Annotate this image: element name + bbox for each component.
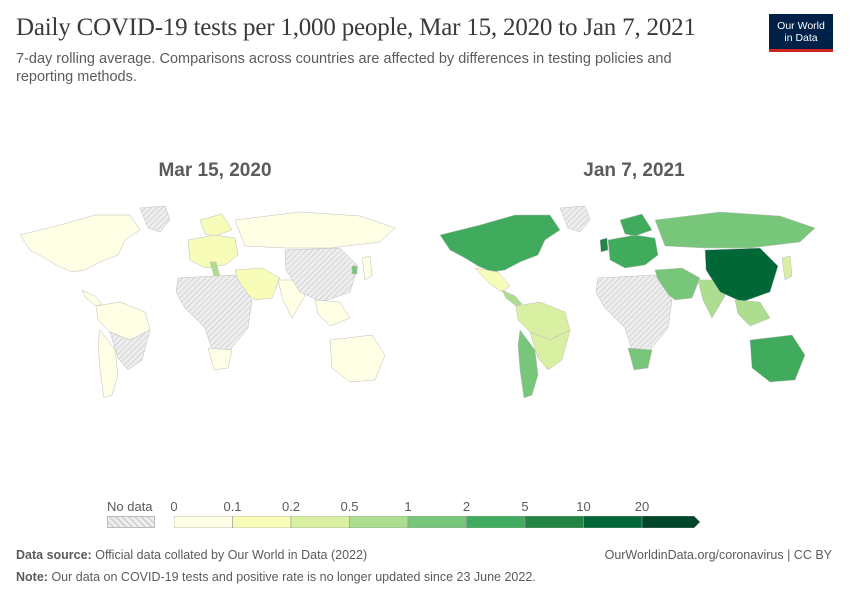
legend-bin-3[interactable] bbox=[349, 516, 409, 528]
region-russia[interactable] bbox=[654, 211, 816, 249]
region-southeast-asia[interactable] bbox=[734, 299, 771, 327]
color-legend: No data 0 0.1 0.2 0.5 1 2 5 10 20 bbox=[0, 495, 850, 535]
region-africa[interactable] bbox=[595, 274, 673, 351]
legend-no-data-label: No data bbox=[107, 499, 153, 514]
chart-subtitle: 7-day rolling average. Comparisons acros… bbox=[16, 51, 672, 85]
region-north-america[interactable] bbox=[439, 214, 561, 273]
legend-bin-0[interactable] bbox=[174, 516, 233, 528]
legend-color-bar bbox=[174, 516, 701, 528]
region-europe[interactable] bbox=[187, 234, 239, 269]
region-china[interactable] bbox=[704, 247, 779, 303]
world-map-mar-15-2020[interactable] bbox=[0, 200, 420, 410]
region-central-america[interactable] bbox=[81, 289, 103, 307]
region-china[interactable] bbox=[284, 247, 359, 303]
region-russia[interactable] bbox=[234, 211, 396, 249]
region-scandinavia[interactable] bbox=[199, 213, 233, 237]
region-north-america[interactable] bbox=[19, 214, 141, 273]
legend-bin-1[interactable] bbox=[232, 516, 292, 528]
region-australia[interactable] bbox=[329, 334, 386, 383]
footer-note: Note: Our data on COVID-19 tests and pos… bbox=[16, 570, 536, 584]
region-japan[interactable] bbox=[781, 255, 793, 281]
footer-url[interactable]: OurWorldinData.org/coronavirus | CC BY bbox=[604, 548, 832, 562]
map-left-date: Mar 15, 2020 bbox=[158, 160, 272, 181]
legend-no-data-swatch[interactable] bbox=[107, 516, 155, 528]
legend-bin-7[interactable] bbox=[583, 516, 643, 528]
map-right-date: Jan 7, 2021 bbox=[583, 160, 685, 181]
legend-bin-4[interactable] bbox=[407, 516, 467, 528]
footer-note-text: Our data on COVID-19 tests and positive … bbox=[51, 570, 536, 584]
legend-bin-8[interactable] bbox=[641, 516, 701, 528]
region-japan[interactable] bbox=[361, 255, 373, 281]
region-southeast-asia[interactable] bbox=[314, 299, 351, 327]
legend-tick-5: 2 bbox=[462, 499, 471, 514]
legend-bin-2[interactable] bbox=[290, 516, 350, 528]
legend-tick-8: 20 bbox=[634, 499, 650, 514]
legend-tick-2: 0.2 bbox=[281, 499, 301, 514]
legend-tick-4: 1 bbox=[404, 499, 412, 514]
legend-tick-3: 0.5 bbox=[340, 499, 359, 514]
region-australia[interactable] bbox=[749, 334, 806, 383]
legend-tick-6: 5 bbox=[521, 499, 529, 514]
region-south-africa[interactable] bbox=[207, 347, 233, 371]
region-europe[interactable] bbox=[607, 234, 659, 269]
region-scandinavia[interactable] bbox=[619, 213, 653, 237]
region-brazil[interactable] bbox=[109, 329, 151, 371]
footer-note-label: Note: bbox=[16, 570, 48, 584]
region-south-america-south[interactable] bbox=[517, 329, 539, 399]
region-brazil[interactable] bbox=[529, 329, 571, 371]
owid-logo[interactable]: Our World in Data bbox=[769, 14, 833, 52]
footer-source-text: Official data collated by Our World in D… bbox=[95, 548, 368, 562]
region-south-africa[interactable] bbox=[627, 347, 653, 371]
region-central-america[interactable] bbox=[501, 289, 523, 307]
legend-bin-6[interactable] bbox=[524, 516, 584, 528]
legend-tick-1: 0.1 bbox=[223, 499, 242, 514]
footer-source: Data source: Official data collated by O… bbox=[16, 548, 367, 562]
region-greenland[interactable] bbox=[139, 205, 171, 233]
legend-tick-0: 0 bbox=[170, 499, 178, 514]
logo-line-1: Our World bbox=[777, 19, 825, 32]
footer-source-label: Data source: bbox=[16, 548, 92, 562]
chart-title: Daily COVID-19 tests per 1,000 people, M… bbox=[16, 14, 696, 41]
region-mexico[interactable] bbox=[474, 267, 511, 293]
legend-bin-5[interactable] bbox=[466, 516, 526, 528]
region-south-america-south[interactable] bbox=[97, 329, 119, 399]
region-africa[interactable] bbox=[175, 274, 253, 351]
logo-line-2: in Data bbox=[784, 31, 818, 44]
region-greenland[interactable] bbox=[559, 205, 591, 233]
region-uk[interactable] bbox=[599, 237, 609, 253]
region-korea[interactable] bbox=[351, 265, 358, 275]
world-map-jan-7-2021[interactable] bbox=[420, 200, 840, 410]
legend-tick-7: 10 bbox=[576, 499, 591, 514]
